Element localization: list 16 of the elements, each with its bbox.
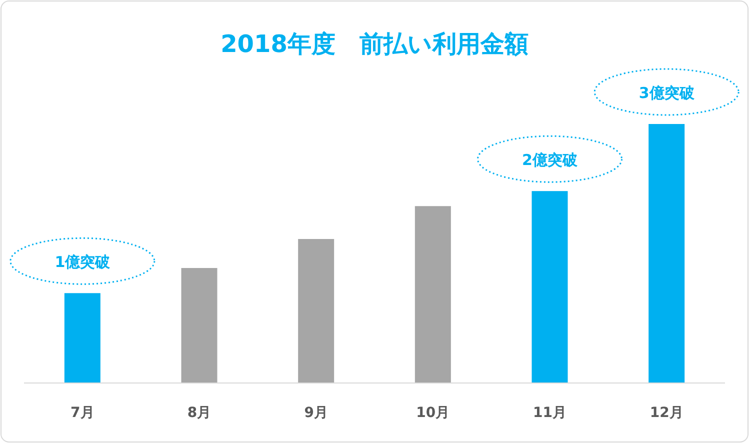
annotation: 1億突破 [54, 253, 112, 272]
bar [532, 191, 568, 383]
x-tick-label: 7月 [70, 405, 94, 421]
bar [298, 238, 334, 383]
bar [648, 124, 685, 383]
chart-title: 2018年度 前払い利用金額 [220, 30, 528, 58]
bar [64, 293, 100, 383]
x-tick-label: 12月 [650, 405, 684, 421]
bar [181, 268, 218, 383]
x-tick-label: 9月 [304, 405, 328, 421]
x-tick-label: 11月 [533, 405, 566, 421]
annotation: 3億突破 [638, 84, 696, 102]
bar [414, 206, 451, 383]
x-tick-label: 8月 [187, 405, 212, 421]
x-tick-label: 10月 [416, 405, 450, 421]
annotation: 2億突破 [522, 151, 578, 170]
